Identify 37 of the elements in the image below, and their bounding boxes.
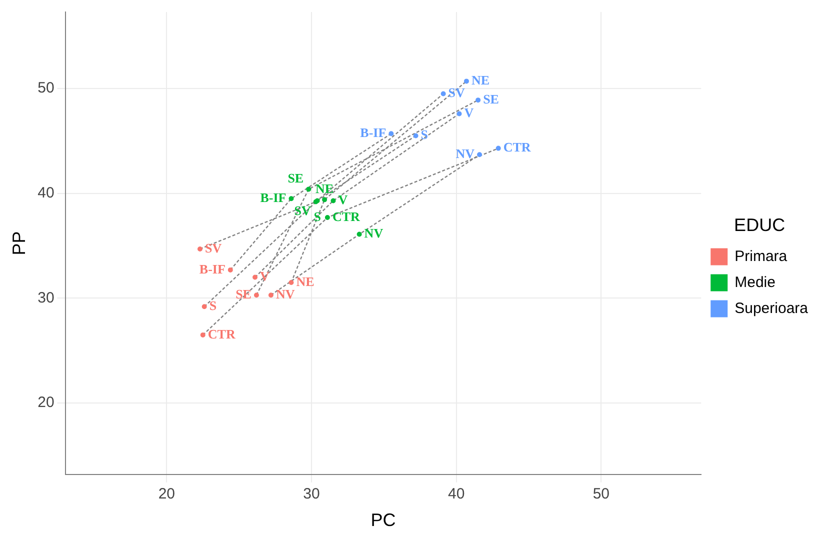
y-tick-label: 50 — [38, 80, 54, 97]
data-label: CTR — [332, 208, 360, 224]
data-label: SE — [483, 91, 499, 106]
data-label: NE — [316, 181, 334, 196]
data-label: S — [420, 127, 428, 142]
legend-title: EDUC — [734, 215, 786, 236]
y-tick-label: 20 — [38, 394, 54, 412]
x-tick-label: 30 — [303, 486, 320, 503]
data-label: V — [464, 105, 474, 120]
data-label: NV — [456, 146, 476, 161]
data-label: NE — [471, 72, 490, 88]
data-label: CTR — [208, 326, 236, 342]
data-label: B-IF — [260, 190, 286, 205]
data-label: CTR — [503, 140, 532, 155]
legend-label: Primara — [734, 248, 788, 265]
y-tick-label: 30 — [38, 289, 54, 306]
data-label: NE — [296, 274, 314, 289]
data-label: S — [314, 209, 321, 224]
y-axis-title: PP — [8, 231, 29, 256]
x-tick-label: 20 — [158, 486, 176, 503]
legend-label: Medie — [734, 274, 776, 291]
x-tick-label: 40 — [448, 486, 465, 503]
x-axis-title: PC — [370, 510, 396, 530]
data-label: NV — [276, 286, 296, 302]
data-label: SV — [294, 203, 312, 218]
legend-label: Superioara — [734, 300, 809, 317]
data-label: SE — [236, 286, 252, 302]
data-label: B-IF — [360, 124, 386, 140]
data-label: V — [338, 192, 348, 208]
x-tick-label: 50 — [592, 486, 610, 503]
data-label: B-IF — [199, 261, 226, 276]
data-label: NV — [364, 226, 384, 241]
data-label: S — [209, 298, 217, 313]
y-tick-label: 40 — [38, 184, 54, 202]
data-label: SE — [288, 170, 304, 186]
data-label: SV — [204, 240, 222, 256]
data-label: SV — [448, 85, 466, 100]
